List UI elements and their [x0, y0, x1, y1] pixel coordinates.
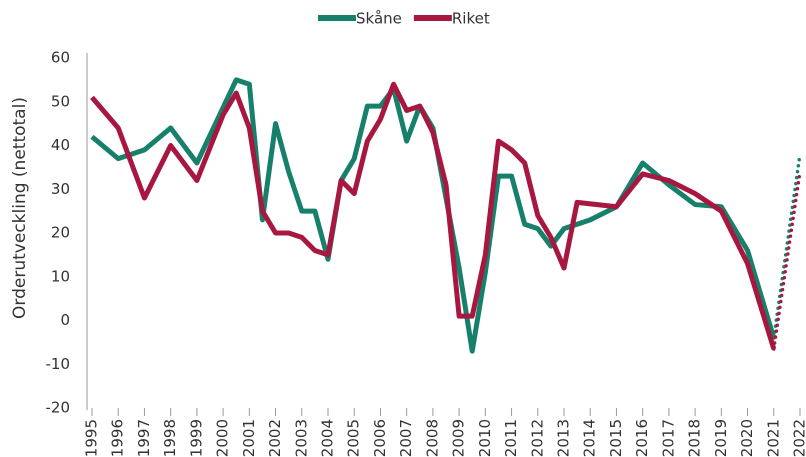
x-tick-label: 2013 — [555, 419, 573, 457]
x-tick-label: 2010 — [476, 419, 494, 457]
x-tick-label: 1995 — [83, 419, 101, 457]
y-tick-label: 60 — [51, 49, 70, 67]
x-tick-label: 2020 — [738, 419, 756, 457]
series-forecast — [772, 170, 802, 351]
x-tick-label: 2017 — [659, 419, 677, 457]
x-tick-label: 2005 — [345, 419, 363, 457]
y-tick-label: 30 — [51, 180, 70, 198]
x-tick-label: 2018 — [686, 419, 704, 457]
x-tick-label: 2006 — [371, 419, 389, 457]
y-tick-label: 40 — [51, 136, 70, 154]
y-tick-label: 20 — [51, 224, 70, 242]
x-tick-label: 2011 — [502, 419, 520, 457]
x-tick-label: 1996 — [109, 419, 127, 457]
x-tick-label: 2015 — [607, 419, 625, 457]
x-tick-label: 2022 — [791, 419, 806, 457]
x-tick-label: 2000 — [214, 419, 232, 457]
y-tick-label: -10 — [46, 355, 71, 373]
x-tick-label: 2007 — [397, 419, 415, 457]
y-axis-label: Orderutveckling (nettotal) — [10, 97, 30, 319]
legend-label: Skåne — [356, 10, 402, 28]
series-forecast — [772, 152, 802, 340]
x-tick-label: 2008 — [423, 419, 441, 457]
x-tick-label: 2019 — [712, 419, 730, 457]
y-tick-label: 10 — [51, 267, 70, 285]
y-tick-label: 0 — [60, 311, 70, 329]
x-tick-label: 1998 — [161, 419, 179, 457]
x-tick-label: 2009 — [450, 419, 468, 457]
legend-label: Riket — [452, 10, 490, 28]
y-tick-label: 50 — [51, 92, 70, 110]
series-line — [90, 81, 777, 350]
x-tick-label: 2014 — [581, 419, 599, 457]
x-tick-label: 1997 — [135, 419, 153, 457]
x-tick-label: 2001 — [240, 419, 258, 457]
x-tick-label: 2012 — [528, 419, 546, 457]
x-tick-label: 2004 — [319, 419, 337, 457]
x-tick-label: 2003 — [292, 419, 310, 457]
x-tick-label: 2021 — [764, 419, 782, 457]
x-tick-label: 2002 — [266, 419, 284, 457]
x-tick-label: 2016 — [633, 419, 651, 457]
x-tick-label: 1999 — [187, 419, 205, 457]
series-line — [90, 77, 777, 354]
y-tick-label: -20 — [46, 399, 71, 417]
